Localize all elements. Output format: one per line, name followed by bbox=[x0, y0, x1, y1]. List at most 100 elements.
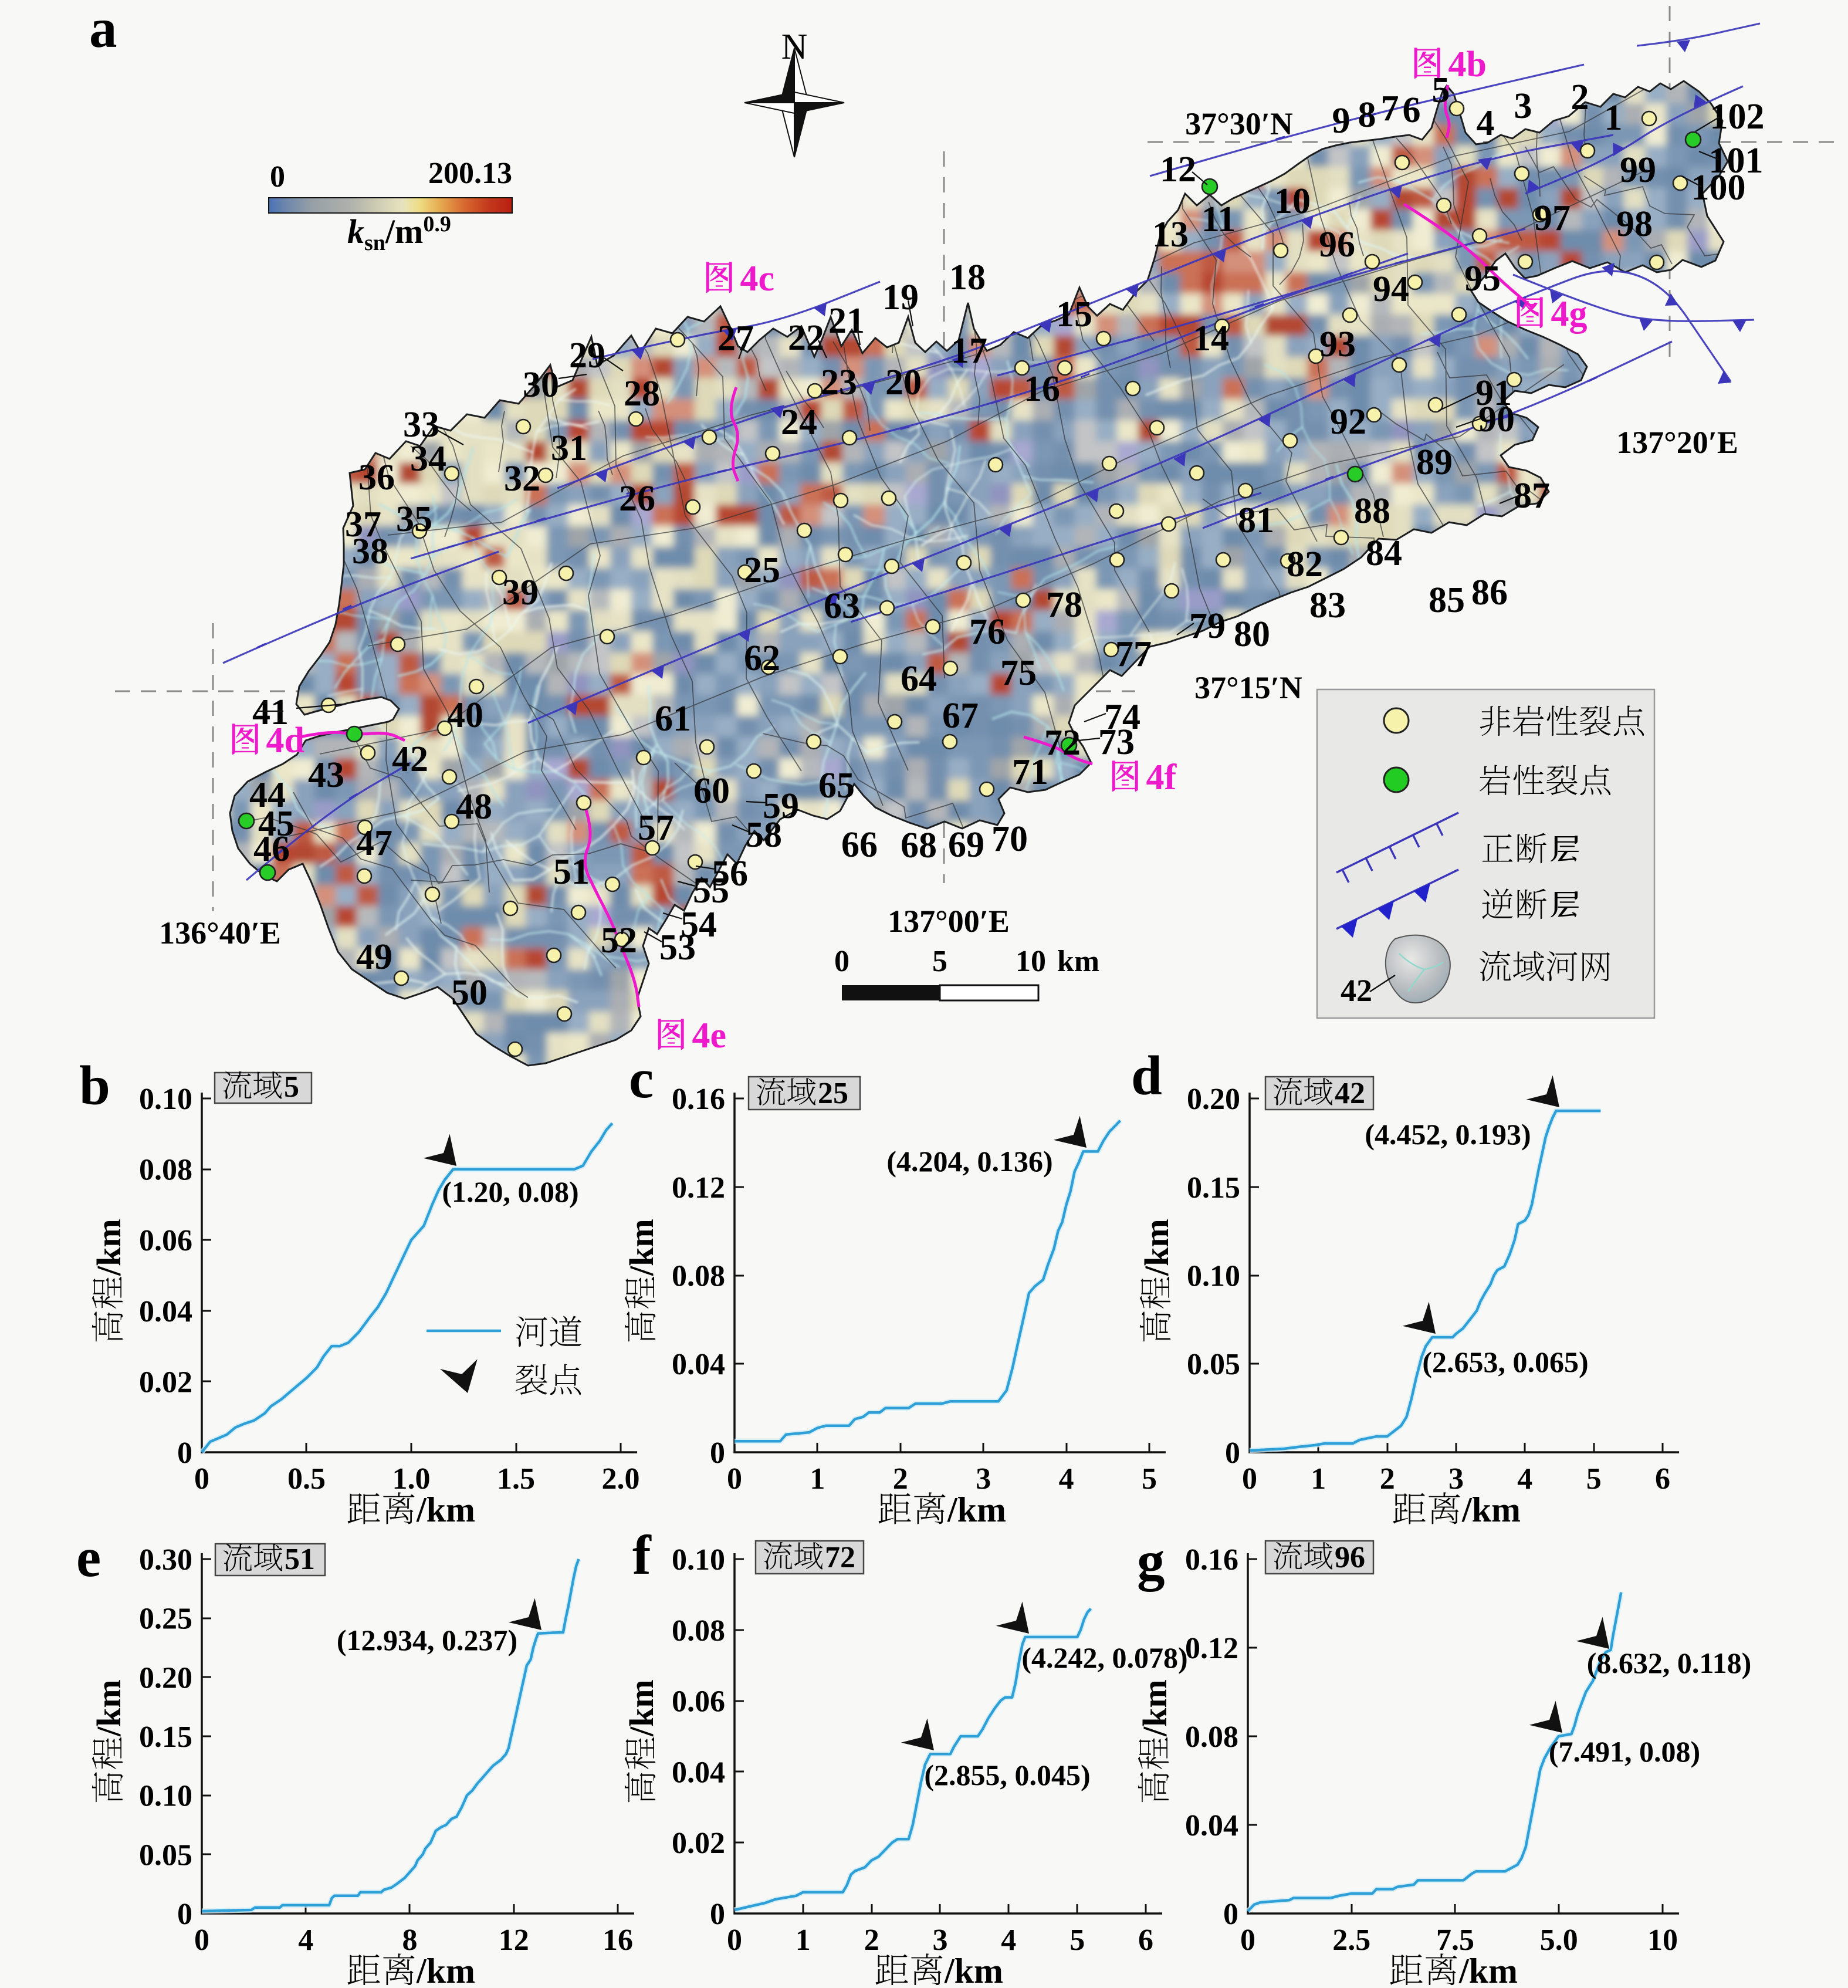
svg-text:(7.491, 0.08): (7.491, 0.08) bbox=[1549, 1735, 1700, 1768]
svg-text:94: 94 bbox=[1373, 269, 1409, 309]
svg-text:/km: /km bbox=[1136, 1679, 1174, 1737]
svg-text:0.04: 0.04 bbox=[672, 1348, 725, 1381]
svg-text:21: 21 bbox=[828, 301, 865, 341]
svg-text:25: 25 bbox=[744, 550, 780, 590]
svg-text:4f: 4f bbox=[1146, 758, 1177, 797]
svg-text:0: 0 bbox=[270, 160, 285, 194]
svg-text:13: 13 bbox=[1152, 215, 1189, 255]
svg-text:36: 36 bbox=[358, 458, 395, 498]
svg-text:85: 85 bbox=[1429, 580, 1465, 620]
svg-text:200.13: 200.13 bbox=[428, 157, 512, 190]
svg-text:20: 20 bbox=[885, 363, 922, 403]
svg-text:0: 0 bbox=[727, 1462, 742, 1496]
svg-text:87: 87 bbox=[1514, 476, 1550, 516]
svg-text:/km: /km bbox=[1461, 1490, 1521, 1529]
svg-text:4b: 4b bbox=[1448, 45, 1487, 84]
svg-text:0.08: 0.08 bbox=[672, 1614, 725, 1648]
svg-text:72: 72 bbox=[825, 1541, 855, 1574]
svg-text:92: 92 bbox=[1330, 402, 1366, 442]
svg-text:84: 84 bbox=[1366, 533, 1402, 573]
svg-text:(4.242, 0.078): (4.242, 0.078) bbox=[1021, 1641, 1187, 1674]
svg-text:0: 0 bbox=[1240, 1923, 1255, 1957]
svg-text:81: 81 bbox=[1238, 501, 1274, 540]
svg-text:79: 79 bbox=[1189, 606, 1226, 646]
svg-text:59: 59 bbox=[763, 786, 799, 826]
svg-text:8: 8 bbox=[402, 1923, 418, 1957]
svg-text:75: 75 bbox=[1000, 653, 1037, 693]
svg-text:12: 12 bbox=[499, 1923, 529, 1957]
svg-text:0: 0 bbox=[177, 1436, 192, 1470]
svg-text:0.15: 0.15 bbox=[1187, 1171, 1240, 1205]
svg-text:0: 0 bbox=[1242, 1462, 1257, 1496]
svg-text:/km: /km bbox=[622, 1219, 661, 1276]
svg-text:89: 89 bbox=[1416, 442, 1453, 482]
svg-text:/km: /km bbox=[947, 1490, 1006, 1529]
svg-text:0.02: 0.02 bbox=[139, 1365, 192, 1399]
svg-text:0: 0 bbox=[177, 1898, 192, 1931]
svg-text:97: 97 bbox=[1534, 198, 1571, 238]
svg-text:0: 0 bbox=[1225, 1436, 1240, 1470]
svg-text:0.08: 0.08 bbox=[139, 1154, 192, 1187]
svg-text:7: 7 bbox=[1381, 89, 1399, 129]
svg-text:2: 2 bbox=[864, 1923, 879, 1957]
svg-text:1: 1 bbox=[810, 1462, 825, 1496]
svg-text:12: 12 bbox=[1160, 150, 1196, 190]
svg-text:43: 43 bbox=[308, 755, 344, 795]
svg-text:10: 10 bbox=[1274, 181, 1311, 221]
svg-text:93: 93 bbox=[1319, 324, 1356, 364]
svg-text:35: 35 bbox=[396, 499, 432, 539]
svg-text:0: 0 bbox=[710, 1898, 725, 1931]
svg-text:37°30′N: 37°30′N bbox=[1185, 106, 1293, 141]
svg-text:0.04: 0.04 bbox=[139, 1295, 192, 1328]
svg-text:3: 3 bbox=[1514, 86, 1532, 126]
svg-text:70: 70 bbox=[991, 819, 1028, 859]
svg-text:65: 65 bbox=[818, 766, 855, 806]
svg-text:8: 8 bbox=[1358, 95, 1376, 135]
svg-text:0.05: 0.05 bbox=[1187, 1348, 1240, 1381]
svg-text:4: 4 bbox=[1001, 1923, 1016, 1957]
svg-text:61: 61 bbox=[655, 699, 691, 739]
svg-text:99: 99 bbox=[1620, 150, 1656, 190]
svg-text:b: b bbox=[79, 1054, 110, 1117]
svg-text:/km: /km bbox=[1458, 1952, 1518, 1985]
svg-text:101: 101 bbox=[1709, 141, 1764, 181]
svg-text:41: 41 bbox=[252, 692, 289, 732]
svg-text:80: 80 bbox=[1234, 614, 1270, 654]
svg-text:137°20′E: 137°20′E bbox=[1616, 425, 1738, 460]
svg-text:2.0: 2.0 bbox=[602, 1462, 640, 1496]
svg-text:64: 64 bbox=[901, 659, 937, 699]
svg-text:76: 76 bbox=[969, 612, 1006, 652]
svg-text:48: 48 bbox=[456, 787, 492, 827]
svg-text:22: 22 bbox=[788, 318, 824, 358]
svg-text:56: 56 bbox=[712, 854, 748, 894]
svg-text:/km: /km bbox=[416, 1490, 475, 1529]
svg-text:2: 2 bbox=[1380, 1462, 1395, 1496]
svg-text:18: 18 bbox=[949, 258, 986, 297]
svg-text:5: 5 bbox=[1142, 1462, 1157, 1496]
svg-text:f: f bbox=[632, 1524, 652, 1586]
svg-text:136°40′E: 136°40′E bbox=[159, 915, 281, 951]
svg-text:82: 82 bbox=[1287, 545, 1323, 584]
svg-text:51: 51 bbox=[285, 1543, 315, 1576]
svg-text:0.25: 0.25 bbox=[139, 1602, 192, 1636]
svg-text:d: d bbox=[1131, 1044, 1162, 1107]
svg-text:g: g bbox=[1137, 1530, 1165, 1592]
svg-text:0: 0 bbox=[194, 1923, 209, 1957]
svg-text:10: 10 bbox=[1647, 1923, 1678, 1957]
svg-text:28: 28 bbox=[624, 374, 660, 414]
svg-text:0.02: 0.02 bbox=[672, 1827, 725, 1860]
svg-text:66: 66 bbox=[841, 825, 878, 865]
svg-text:86: 86 bbox=[1471, 573, 1508, 613]
svg-text:50: 50 bbox=[451, 973, 488, 1013]
svg-text:0.20: 0.20 bbox=[139, 1661, 192, 1695]
svg-text:5: 5 bbox=[1069, 1923, 1085, 1957]
svg-text:29: 29 bbox=[569, 336, 605, 376]
svg-text:5: 5 bbox=[1586, 1462, 1602, 1496]
svg-text:0: 0 bbox=[834, 945, 849, 978]
svg-text:72: 72 bbox=[1044, 723, 1081, 763]
svg-text:83: 83 bbox=[1309, 586, 1346, 626]
svg-text:0: 0 bbox=[710, 1436, 725, 1470]
svg-text:(2.653, 0.065): (2.653, 0.065) bbox=[1422, 1345, 1588, 1378]
svg-text:91: 91 bbox=[1475, 373, 1512, 413]
svg-text:0.04: 0.04 bbox=[672, 1756, 725, 1789]
